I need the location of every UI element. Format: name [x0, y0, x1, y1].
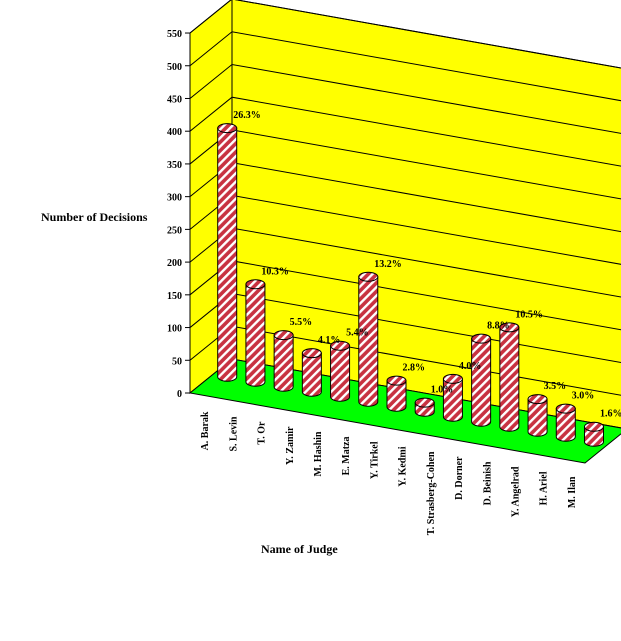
data-label: 8.8%: [487, 321, 510, 332]
bar-top: [499, 322, 520, 333]
y-axis: 0 50 100 150 200 250 300 350 400 450 500 550: [167, 29, 191, 400]
category-labels: A. Barak S. Levin T. Or Y. Zamir M. Hashin E.…: [200, 411, 578, 535]
bar-body: [301, 352, 322, 397]
chart-walls: [188, 0, 621, 464]
bar: [217, 123, 238, 382]
y-tick-label: 200: [167, 258, 182, 269]
bar-body: [386, 380, 407, 412]
y-tick-label: 150: [167, 291, 182, 302]
bar-body: [499, 326, 520, 432]
bar-body: [217, 127, 238, 382]
category-label: D. Beinish: [482, 461, 493, 505]
bar: [273, 330, 294, 392]
bar-top: [301, 348, 322, 359]
data-label: 4.0%: [459, 361, 482, 372]
category-label: T. Or: [257, 421, 268, 445]
category-label: Y. Kedmi: [398, 446, 409, 486]
bars: [217, 123, 604, 447]
bar: [555, 403, 576, 442]
data-label: 5.4%: [346, 328, 369, 339]
bar-top: [358, 271, 379, 282]
bar: [583, 421, 604, 447]
bar-body: [555, 408, 576, 442]
bar-top: [330, 340, 351, 351]
bar: [499, 322, 520, 432]
data-label: 5.5%: [290, 317, 313, 328]
bar: [527, 394, 548, 437]
category-label: Y. Angelrad: [510, 466, 521, 517]
bar: [386, 375, 407, 412]
category-label: E. Matza: [341, 437, 352, 476]
y-tick-label: 300: [167, 193, 182, 204]
data-label: 3.0%: [572, 391, 595, 402]
category-label: Y. Tirkel: [369, 441, 380, 479]
bar: [471, 333, 492, 427]
category-label: S. Levin: [228, 416, 239, 451]
bar-top: [583, 421, 604, 432]
y-tick-label: 350: [167, 160, 182, 171]
bar: [358, 271, 379, 407]
bar-body: [442, 378, 463, 422]
bar-top: [555, 403, 576, 414]
category-label: M. Hashin: [313, 431, 324, 476]
bar: [301, 348, 322, 397]
bar-top: [273, 330, 294, 341]
y-axis-title: Number of Decisions: [41, 210, 148, 224]
data-labels: 26.3% 10.3% 5.5% 4.1% 5.4% 13.2% 2.8% 1.0% 4.0% 8…: [233, 110, 621, 420]
bar-top: [245, 279, 266, 290]
bar-top: [527, 394, 548, 405]
bar-body: [583, 426, 604, 447]
bar-body: [245, 283, 266, 387]
bar-body: [358, 276, 379, 407]
category-label: D. Dorner: [454, 456, 465, 500]
bar: [330, 340, 351, 402]
bar-top: [442, 373, 463, 384]
category-label: T. Strasberg-Cohen: [426, 451, 437, 535]
y-tick-label: 550: [167, 29, 182, 40]
y-tick-label: 0: [177, 389, 182, 400]
y-tick-label: 50: [172, 356, 182, 367]
bar: [442, 373, 463, 422]
gridline: [189, 63, 621, 134]
data-label: 10.3%: [261, 266, 289, 277]
category-label: Y. Zamir: [285, 426, 296, 465]
y-tick-label: 500: [167, 62, 182, 73]
data-label: 1.6%: [600, 409, 621, 420]
bar-body: [471, 338, 492, 427]
y-tick-label: 100: [167, 324, 182, 335]
gridline: [189, 96, 621, 167]
y-tick-label: 450: [167, 94, 182, 105]
bar-top: [217, 123, 238, 134]
bar: [414, 397, 435, 417]
category-label: H. Ariel: [539, 471, 550, 505]
data-label: 3.5%: [544, 381, 567, 392]
category-label: A. Barak: [200, 411, 211, 450]
category-label: M. Ilan: [567, 476, 578, 508]
data-label: 13.2%: [374, 259, 402, 270]
data-label: 1.0%: [431, 385, 454, 396]
bar: [245, 279, 266, 387]
bar-body: [527, 398, 548, 437]
bar-body: [330, 345, 351, 402]
y-tick-label: 250: [167, 225, 182, 236]
bar-top: [471, 333, 492, 344]
gridline: [189, 0, 621, 69]
y-tick-label: 400: [167, 127, 182, 138]
data-label: 4.1%: [318, 335, 341, 346]
bar-top: [386, 375, 407, 386]
bar-top: [414, 397, 435, 408]
data-label: 26.3%: [233, 110, 261, 121]
x-axis-title: Name of Judge: [261, 542, 338, 556]
data-label: 10.5%: [515, 309, 543, 320]
gridline: [189, 31, 621, 102]
bar-body: [273, 334, 294, 392]
data-label: 2.8%: [402, 363, 425, 374]
